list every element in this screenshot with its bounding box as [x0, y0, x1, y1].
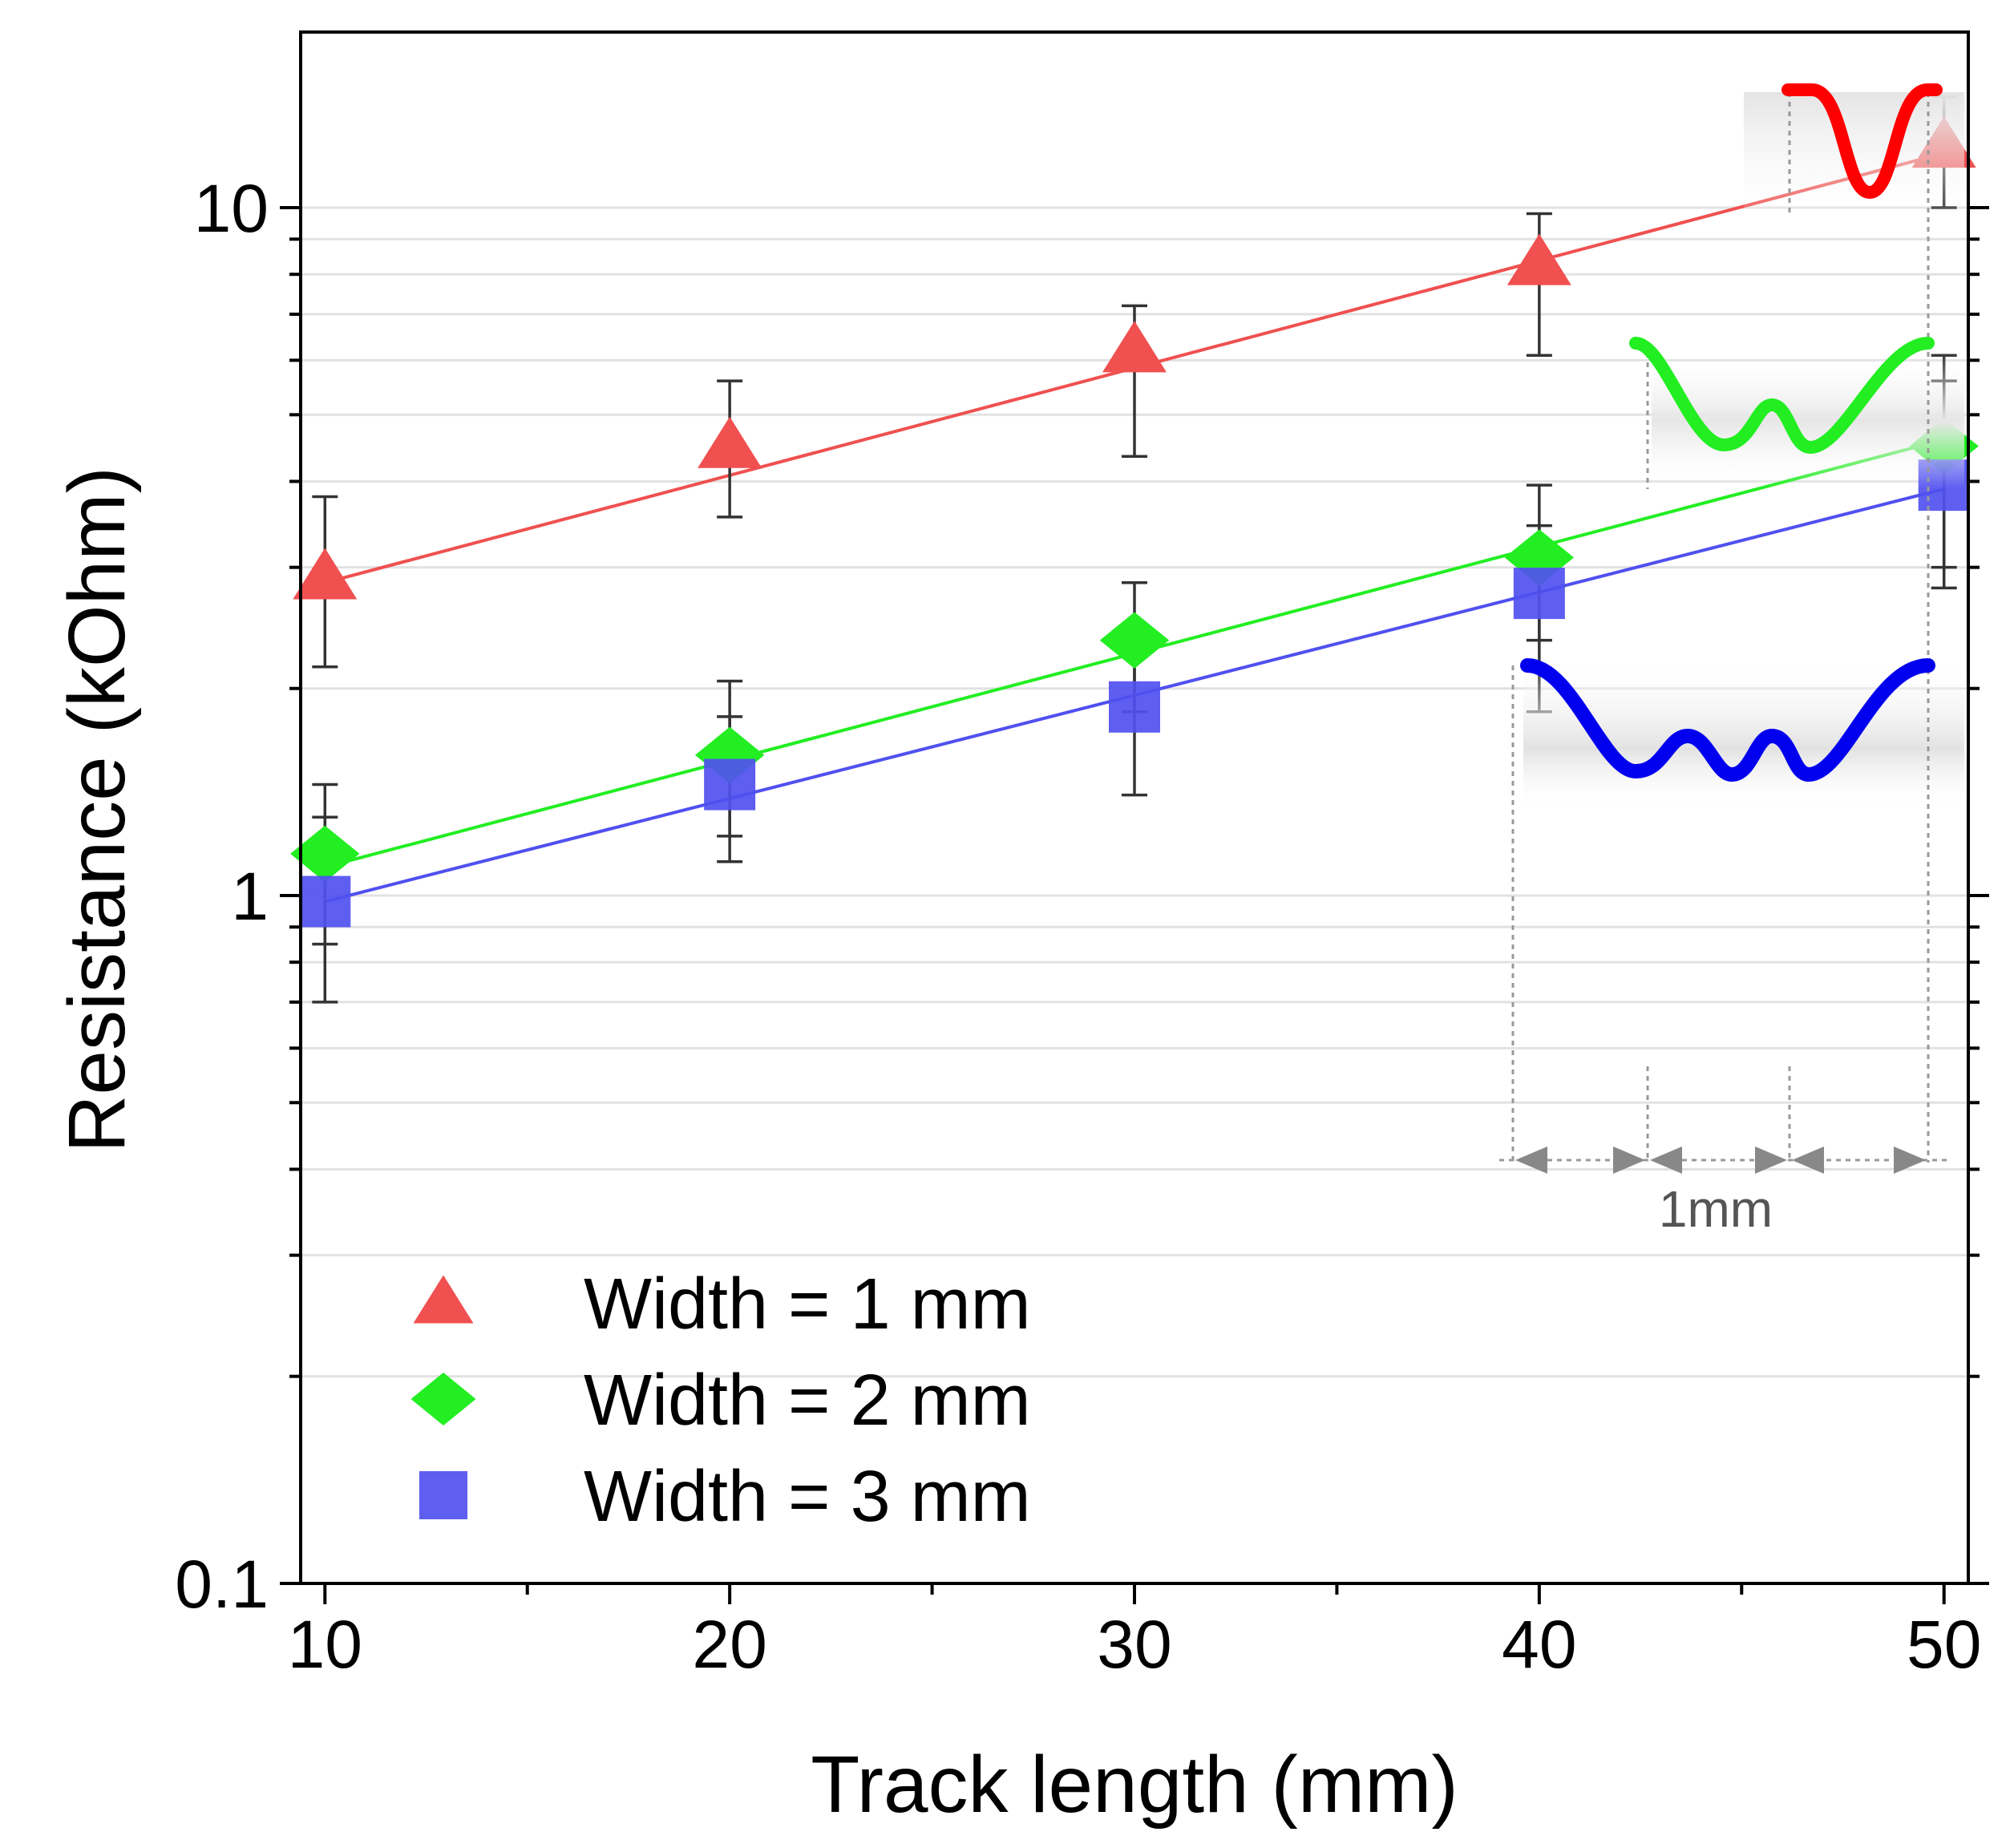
x-tick-label: 20 — [692, 1607, 766, 1682]
track-shape-green — [1629, 337, 1935, 454]
dimension-guides — [1499, 92, 1948, 1163]
y-tick-label: 10 — [194, 171, 269, 246]
data-point — [1099, 612, 1170, 669]
x-tick-label: 50 — [1907, 1607, 1981, 1682]
y-tick-label: 1 — [231, 859, 269, 934]
data-point — [1513, 568, 1565, 620]
track-shape-red — [1781, 83, 1943, 199]
dimension-label: 1mm — [1659, 1180, 1773, 1238]
data-point — [293, 548, 358, 600]
x-tick-label: 10 — [288, 1607, 362, 1682]
data-point — [1506, 233, 1571, 285]
track-shape-insets: 1mm — [1499, 83, 1964, 1238]
data-point — [698, 416, 762, 468]
x-axis-title: Track length (mm) — [811, 1740, 1458, 1830]
data-point — [299, 875, 351, 928]
data-point — [704, 758, 756, 811]
y-tick-label: 0.1 — [175, 1547, 269, 1622]
legend-marker — [419, 1471, 467, 1519]
dimension-arrows — [1515, 1146, 1926, 1174]
legend-marker — [410, 1373, 476, 1425]
inset-shadow-green — [1652, 353, 1964, 489]
track-shape-blue — [1520, 658, 1935, 782]
data-point — [1504, 529, 1575, 586]
y-axis-title: Resistance (kOhm) — [52, 467, 142, 1153]
legend-item: Width = 2 mm — [410, 1361, 1031, 1441]
data-point — [694, 726, 765, 784]
legend-marker — [413, 1275, 474, 1324]
legend-item: Width = 3 mm — [419, 1457, 1031, 1537]
legend-item: Width = 1 mm — [413, 1264, 1031, 1345]
axis-ticks — [280, 206, 1989, 1604]
data-point — [1102, 321, 1167, 373]
tick-labels: 10 20 30 40 50 0.1 1 10 — [175, 171, 1981, 1682]
x-tick-label: 40 — [1502, 1607, 1576, 1682]
legend-label: Width = 3 mm — [584, 1457, 1031, 1537]
x-tick-label: 30 — [1097, 1607, 1171, 1682]
legend-label: Width = 1 mm — [584, 1264, 1031, 1345]
data-point — [1109, 681, 1160, 733]
legend-label: Width = 2 mm — [584, 1361, 1031, 1441]
legend: Width = 1 mm Width = 2 mm Width = 3 mm — [410, 1264, 1031, 1537]
data-point — [290, 825, 360, 883]
